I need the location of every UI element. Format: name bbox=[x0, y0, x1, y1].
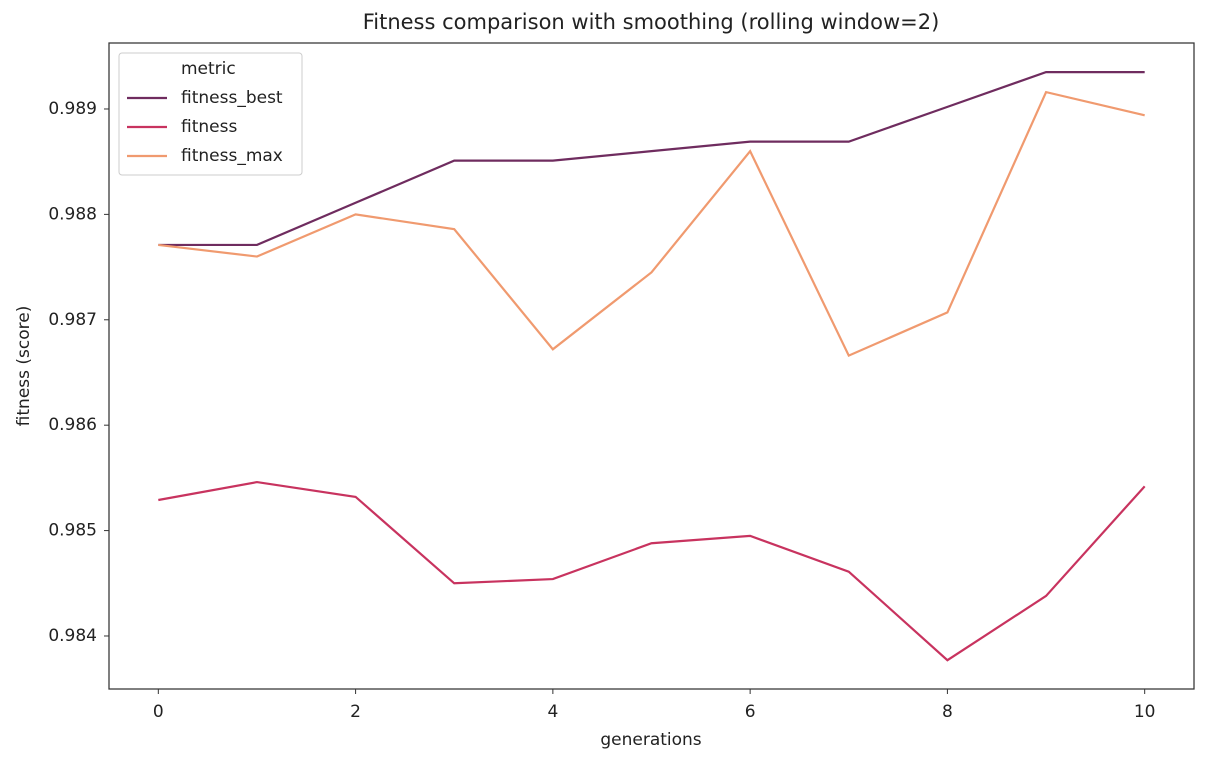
x-tick-label: 0 bbox=[153, 702, 164, 722]
y-tick-label: 0.988 bbox=[48, 204, 97, 224]
legend-label: fitness_best bbox=[181, 88, 283, 108]
series-line bbox=[158, 480, 1146, 662]
y-axis-label: fitness (score) bbox=[14, 306, 34, 427]
x-tick-label: 6 bbox=[745, 702, 756, 722]
legend-box bbox=[118, 52, 303, 176]
x-axis-label: generations bbox=[600, 730, 701, 750]
x-tick-label: 4 bbox=[547, 702, 558, 722]
x-tick-label: 10 bbox=[1134, 702, 1156, 722]
legend-label: fitness bbox=[181, 117, 237, 137]
y-tick-label: 0.985 bbox=[48, 521, 97, 541]
y-tick-label: 0.989 bbox=[48, 99, 97, 119]
legend-title: metric bbox=[181, 59, 236, 79]
y-tick-label: 0.987 bbox=[48, 310, 97, 330]
plot-frame bbox=[108, 42, 1195, 690]
series-line bbox=[158, 70, 1145, 247]
x-tick-label: 8 bbox=[942, 702, 953, 722]
series-line bbox=[158, 90, 1145, 358]
legend-label: fitness_max bbox=[181, 146, 283, 166]
x-tick-label: 2 bbox=[350, 702, 361, 722]
y-tick-label: 0.984 bbox=[48, 626, 97, 646]
y-tick-label: 0.986 bbox=[48, 415, 97, 435]
chart-title: Fitness comparison with smoothing (rolli… bbox=[363, 10, 940, 34]
